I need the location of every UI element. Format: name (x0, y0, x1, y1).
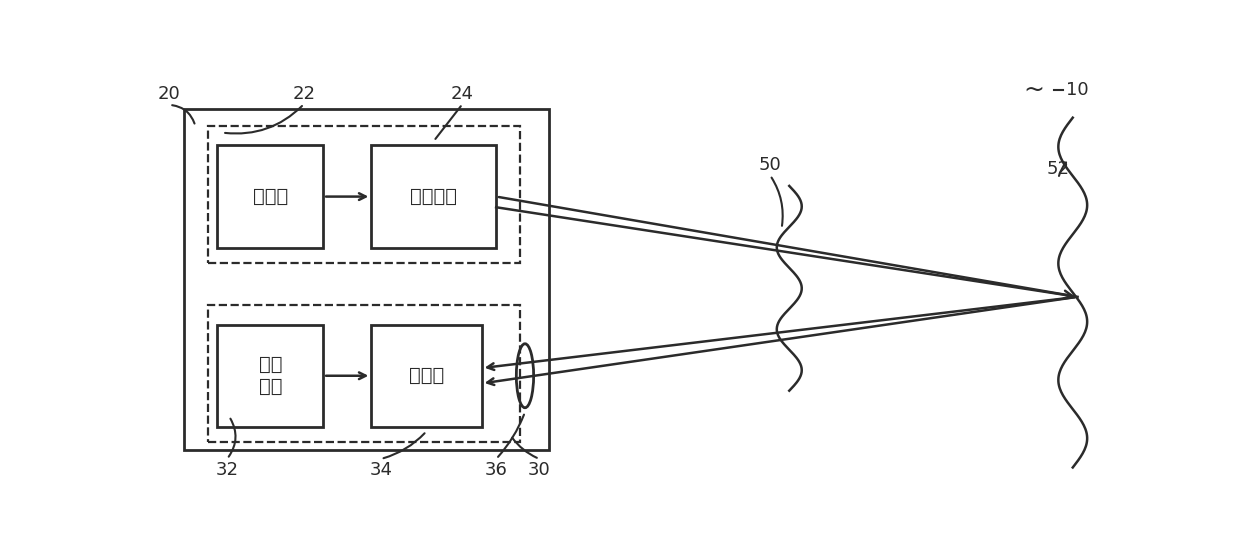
Text: 激光器: 激光器 (253, 187, 288, 206)
Bar (217, 145, 324, 248)
Text: 10: 10 (1066, 81, 1089, 99)
Text: 20: 20 (157, 85, 181, 103)
Text: 52: 52 (1047, 160, 1070, 178)
Text: 50: 50 (759, 156, 781, 173)
Text: 36: 36 (485, 460, 507, 479)
Text: 控制
单元: 控制 单元 (259, 355, 281, 396)
Bar (371, 325, 481, 427)
Bar (208, 305, 521, 442)
Bar (208, 126, 521, 263)
Text: 光学单元: 光学单元 (410, 187, 458, 206)
Text: 检测器: 检测器 (409, 366, 444, 385)
Bar (184, 109, 549, 450)
Text: 24: 24 (451, 85, 474, 103)
Text: 34: 34 (370, 460, 392, 479)
Bar (371, 145, 496, 248)
Text: 32: 32 (216, 460, 238, 479)
Text: ~: ~ (1024, 78, 1045, 102)
Text: 22: 22 (293, 85, 315, 103)
Bar (217, 325, 324, 427)
Text: 30: 30 (528, 460, 551, 479)
